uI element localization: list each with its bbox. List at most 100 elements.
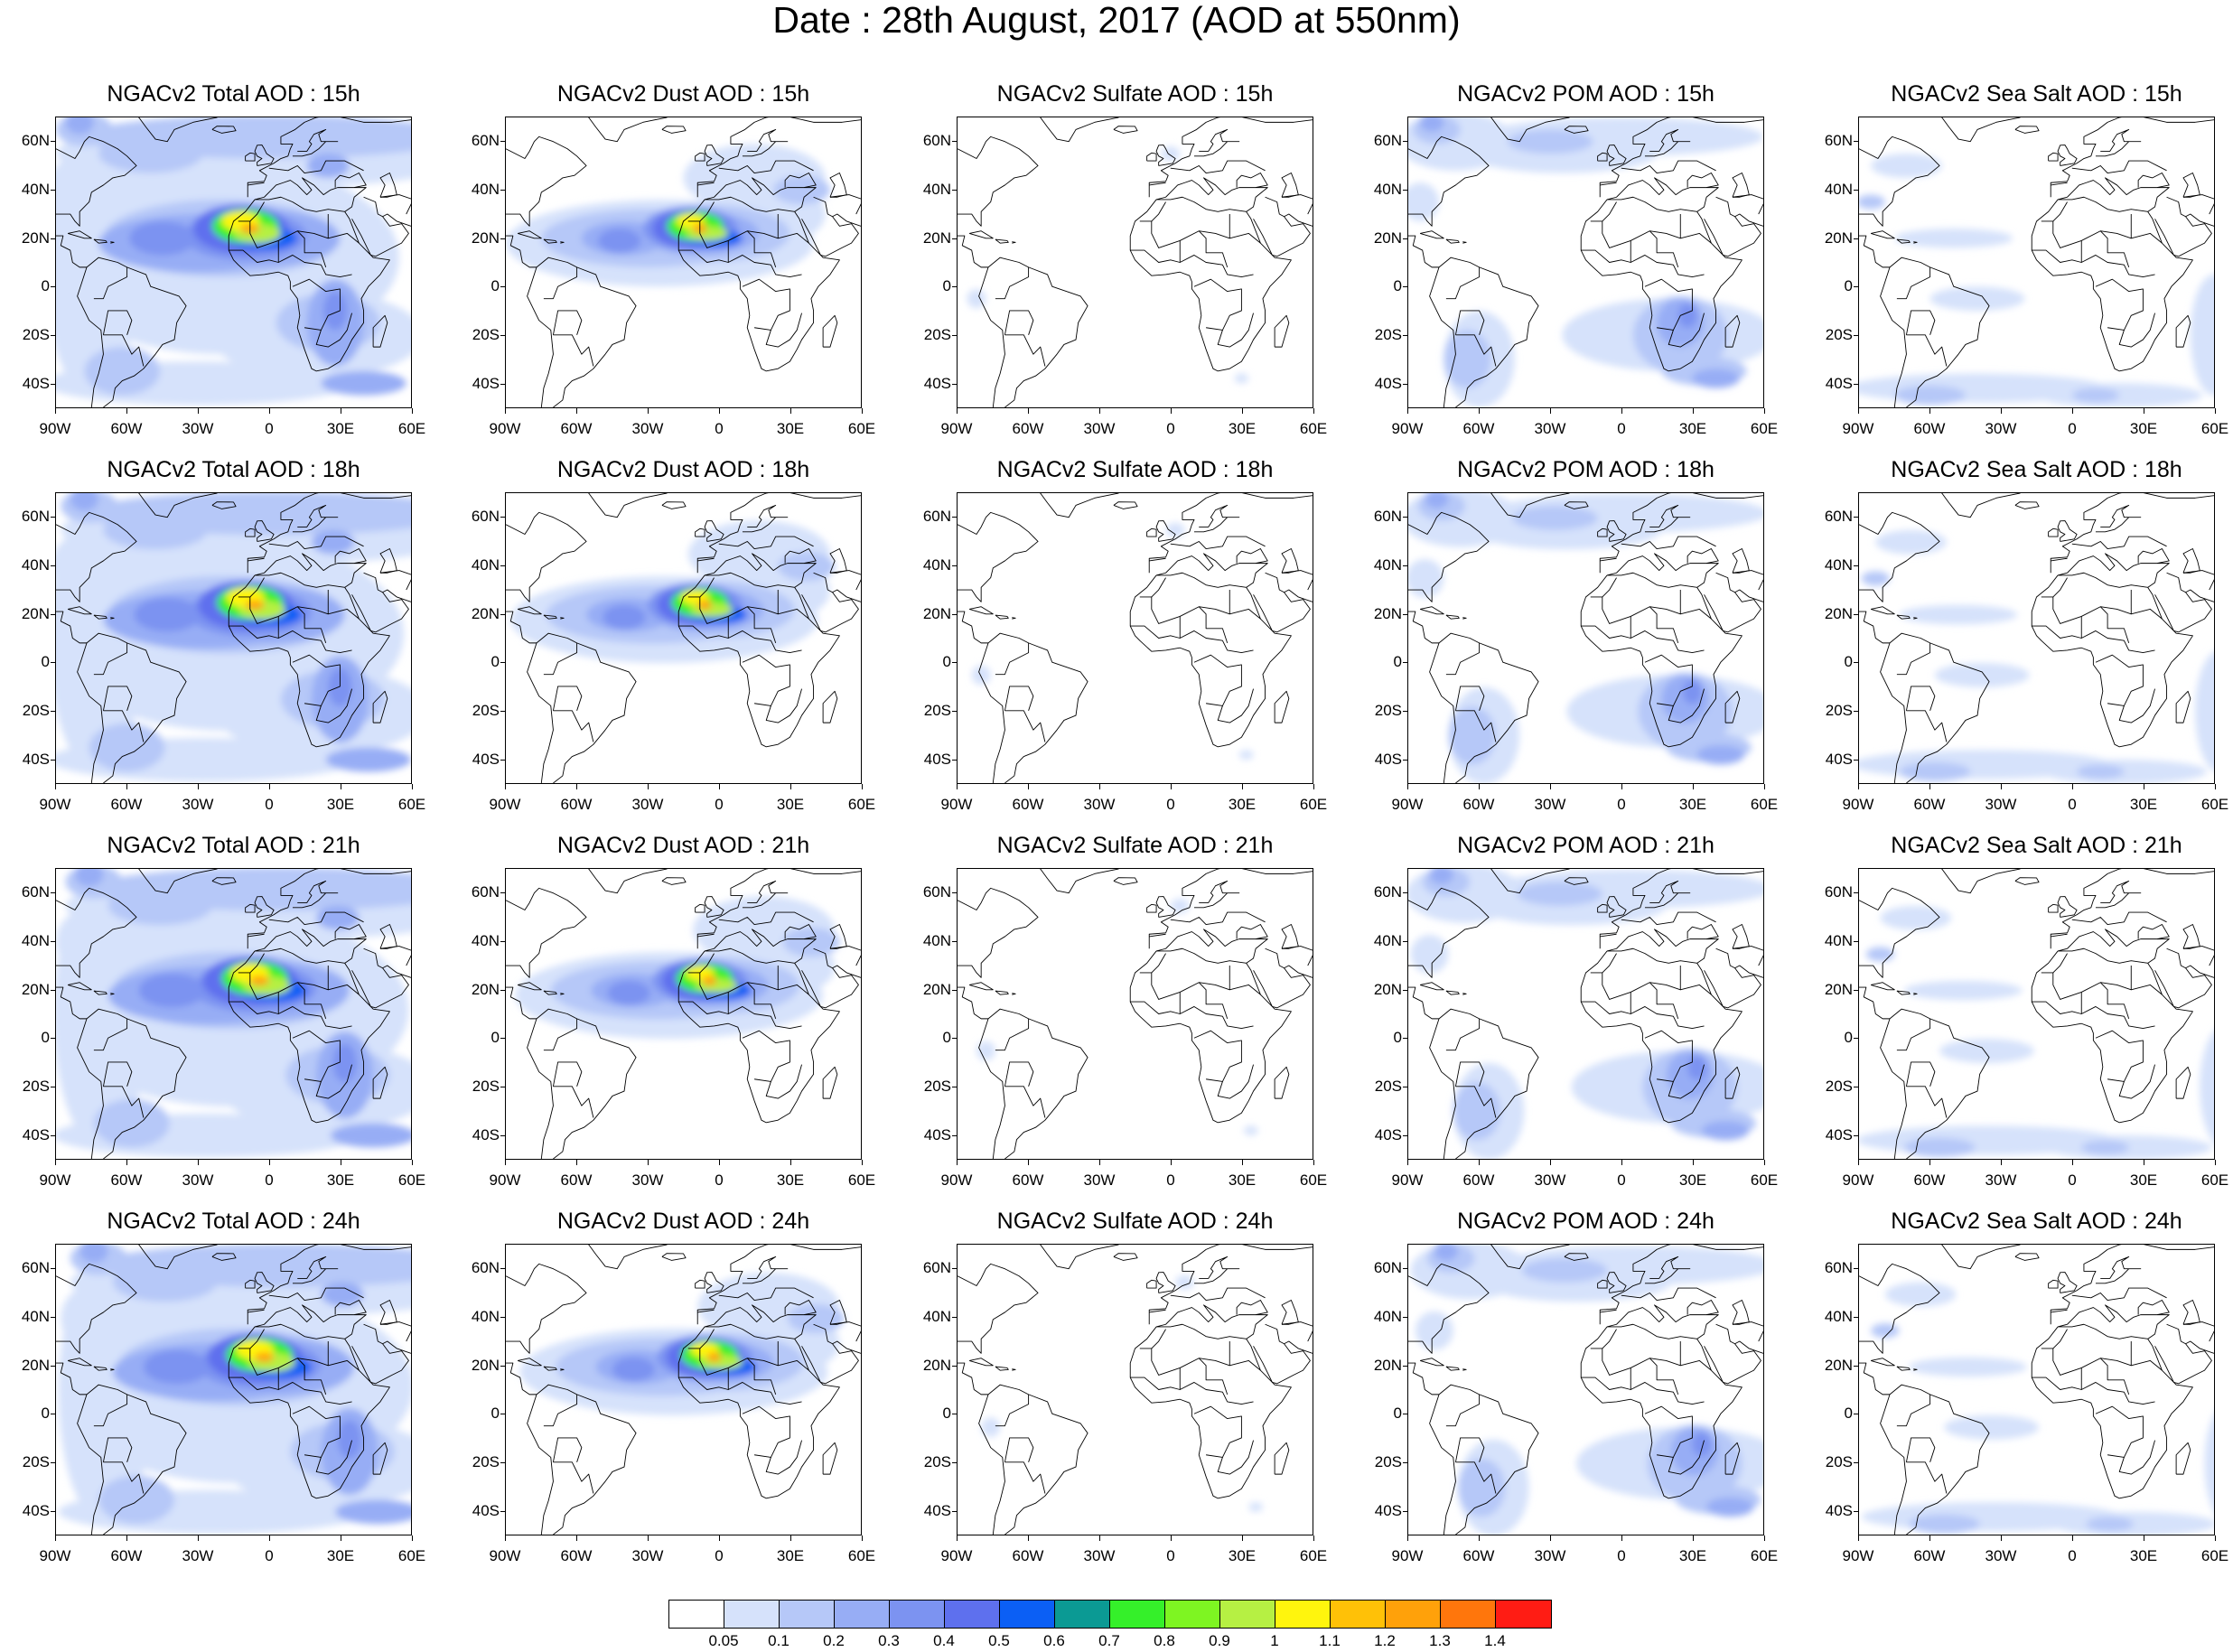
coastline-path: [1281, 194, 1313, 215]
aod-contour: [598, 229, 641, 253]
aod-contour: [79, 1245, 108, 1264]
lon-tick-label: 0: [1617, 1547, 1626, 1564]
lat-tick-label: 0: [1844, 1029, 1853, 1047]
lat-tick: [51, 989, 55, 991]
lat-tick-label: 0: [41, 1405, 50, 1423]
aod-contour: [2045, 1134, 2212, 1159]
lon-tick-label: 30E: [326, 796, 355, 813]
aod-contour: [98, 1475, 174, 1525]
lat-tick: [51, 1316, 55, 1318]
aod-map: [56, 1245, 411, 1535]
coastline-path: [995, 238, 1009, 244]
coastline-path: [1040, 869, 1119, 894]
lon-tick-label: 0: [265, 796, 274, 813]
aod-contour: [89, 723, 165, 772]
lon-tick-label: 60E: [1299, 796, 1328, 813]
coastline-path: [1564, 1253, 1589, 1261]
map-panel: NGACv2 Total AOD : 18h 60N 40N 20N 0 20S 40S 90…: [5, 457, 425, 818]
lon-tick: [198, 408, 199, 414]
aod-map: [56, 869, 411, 1159]
lat-tick-label: 20N: [1824, 1356, 1853, 1374]
lat-tick-label: 20S: [22, 326, 50, 344]
coastline-path: [704, 896, 724, 918]
lon-tick: [2072, 784, 2073, 789]
coastline-path: [1155, 929, 1268, 964]
lon-tick-label: 60W: [110, 1171, 143, 1189]
coastline-path: [995, 1394, 1030, 1427]
coastline-path: [1281, 1321, 1313, 1342]
aod-contour: [107, 886, 212, 926]
aod-contour: [143, 1349, 210, 1385]
coastline-path: [363, 572, 383, 593]
map-panel: NGACv2 Sea Salt AOD : 15h 60N 40N 20N 0 20S 40…: [1808, 81, 2228, 443]
coastline-path: [958, 135, 1039, 227]
aod-contour: [328, 667, 352, 707]
aod-contour: [1875, 529, 1947, 555]
coastline-path: [292, 654, 341, 706]
lon-tick: [1693, 1535, 1694, 1541]
coastline-path: [813, 196, 833, 218]
panel-title: NGACv2 POM AOD : 18h: [1457, 457, 1714, 482]
lat-tick: [1403, 662, 1407, 664]
coastline-path: [784, 548, 817, 565]
coastline-path: [1193, 504, 1240, 533]
coastline-path: [1146, 1279, 1157, 1289]
coastline-path: [93, 266, 128, 300]
aod-contour: [1899, 761, 1971, 782]
panel-title: NGACv2 Dust AOD : 15h: [556, 81, 810, 107]
coastline-path: [2166, 572, 2186, 593]
aod-contour: [74, 869, 104, 887]
lon-tick: [1242, 1160, 1243, 1165]
lat-tick: [952, 1511, 957, 1513]
lon-tick-label: 60W: [1012, 420, 1044, 437]
lat-tick: [1854, 989, 1858, 991]
coastline-path: [2080, 992, 2155, 1030]
coastline-path: [1644, 880, 1691, 909]
lat-tick-label: 0: [491, 1405, 500, 1423]
lat-tick-label: 40N: [21, 931, 50, 949]
coastline-path: [1179, 240, 1254, 278]
aod-map: [506, 493, 861, 783]
coastline-path: [2032, 625, 2082, 639]
coastline-path: [1193, 1255, 1240, 1284]
lon-tick: [1764, 408, 1765, 414]
coastline-path: [2041, 577, 2068, 598]
coastline-path: [518, 230, 542, 239]
coastline-path: [292, 880, 339, 909]
aod-map: [1859, 869, 2214, 1159]
aod-contour: [306, 154, 350, 178]
coastlines: [1408, 493, 1763, 783]
aod-contour: [2086, 1517, 2134, 1532]
aod-contour: [322, 291, 348, 331]
coastline-path: [2014, 877, 2040, 885]
lat-tick-label: 20S: [1374, 1078, 1402, 1096]
lat-tick-label: 60N: [1824, 131, 1853, 149]
coastline-path: [1113, 501, 1138, 509]
coastline-path: [1149, 557, 1166, 562]
coastline-path: [1420, 606, 1444, 615]
coastline-path: [978, 1018, 1005, 1159]
coastline-path: [1490, 493, 1570, 518]
coastline-path: [822, 1066, 838, 1099]
coastline-path: [784, 924, 817, 940]
aod-contour: [1248, 1502, 1263, 1512]
colorbar-swatch: [1165, 1601, 1220, 1628]
aod-contour: [129, 221, 196, 256]
coastline-path: [2032, 249, 2082, 263]
aod-map: [1408, 493, 1763, 783]
aod-map: [1859, 1245, 2214, 1535]
coastline-path: [228, 196, 390, 372]
lon-tick-label: 30E: [1678, 796, 1707, 813]
lon-tick-label: 90W: [940, 1547, 973, 1564]
coastline-path: [1420, 230, 1444, 239]
coastline-path: [746, 606, 777, 644]
coastline-path: [1408, 235, 1440, 268]
coastline-path: [718, 536, 814, 549]
coastline-path: [68, 982, 92, 991]
panel-title: NGACv2 Sulfate AOD : 21h: [996, 833, 1274, 858]
coastline-path: [969, 1358, 994, 1367]
lat-tick-label: 40S: [22, 1126, 50, 1144]
coastline-path: [687, 953, 715, 974]
coastline-path: [1193, 128, 1240, 157]
lon-tick: [1479, 784, 1480, 789]
